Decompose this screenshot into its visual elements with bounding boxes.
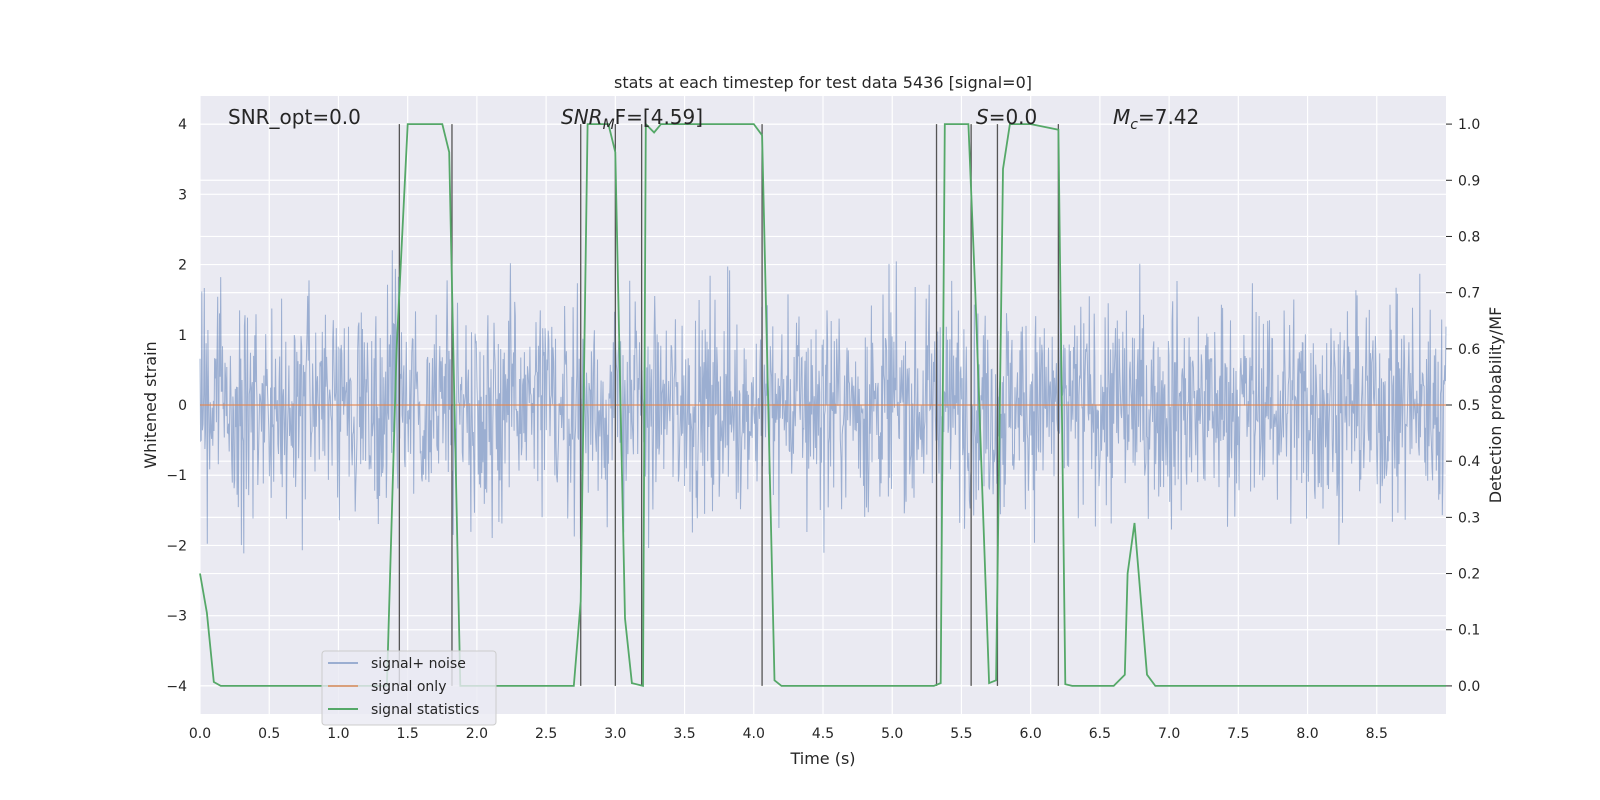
y2-tick-label: 0.2 xyxy=(1458,567,1480,583)
x-tick-label: 5.0 xyxy=(881,726,903,742)
y-tick-label: 0 xyxy=(178,398,187,414)
annotation-s-rest: =0.0 xyxy=(989,105,1038,129)
y-tick-label: 3 xyxy=(178,187,187,203)
y-tick-label: −4 xyxy=(166,679,187,695)
legend-label-statistics: signal statistics xyxy=(371,702,479,718)
annotation-snr-opt: SNR_opt=0.0 xyxy=(228,105,361,129)
x-tick-label: 5.5 xyxy=(950,726,972,742)
annotation-mc-rest: =7.42 xyxy=(1138,105,1199,129)
y-tick-labels: 4 3 2 1 0 −1 −2 −3 −4 xyxy=(166,117,187,695)
y2-tick-labels: 1.0 0.9 0.8 0.7 0.6 0.5 0.4 0.3 0.2 0.1 0.0 xyxy=(1446,117,1480,695)
y2-tick-label: 0.5 xyxy=(1458,398,1480,414)
statistics-series xyxy=(199,121,1446,688)
x-tick-label: 7.0 xyxy=(1158,726,1180,742)
y-tick-label: −3 xyxy=(166,609,187,625)
annotation-s-italic: S xyxy=(976,105,989,129)
y-tick-label: 1 xyxy=(178,328,187,344)
y2-tick-label: 0.4 xyxy=(1458,454,1480,470)
legend: signal+ noise signal only signal statist… xyxy=(321,650,497,726)
x-tick-label: 2.0 xyxy=(466,726,488,742)
x-tick-label: 7.5 xyxy=(1227,726,1249,742)
x-tick-label: 3.0 xyxy=(604,726,626,742)
x-tick-label: 0.5 xyxy=(258,726,280,742)
annotation-snr-mf-main: SNR xyxy=(561,105,603,129)
annotation-mc: Mc=7.42 xyxy=(1113,105,1199,133)
x-tick-label: 1.0 xyxy=(327,726,349,742)
y-tick-label: 4 xyxy=(178,117,187,133)
x-tick-label: 6.5 xyxy=(1089,726,1111,742)
noise-trace xyxy=(199,250,1447,560)
y2-tick-label: 0.1 xyxy=(1458,623,1480,639)
noise-series xyxy=(199,250,1447,560)
y2-tick-label: 0.8 xyxy=(1458,229,1480,245)
x-tick-label: 1.5 xyxy=(397,726,419,742)
x-tick-labels: 0.0 0.5 1.0 1.5 2.0 2.5 3.0 3.5 4.0 4.5 5.0 5.5 6.0 6… xyxy=(189,726,1388,742)
x-tick-label: 8.5 xyxy=(1366,726,1388,742)
y-tick-label: −1 xyxy=(166,468,187,484)
x-tick-label: 2.5 xyxy=(535,726,557,742)
y2-tick-label: 1.0 xyxy=(1458,117,1480,133)
y2-tick-label: 0.7 xyxy=(1458,286,1480,302)
y-tick-label: −2 xyxy=(166,538,187,554)
annotation-snr-mf-rest: F=[4.59] xyxy=(615,105,703,129)
y2-tick-label: 0.6 xyxy=(1458,342,1480,358)
legend-label-signal-only: signal only xyxy=(371,679,446,695)
annotation-s: S=0.0 xyxy=(976,105,1037,129)
y-axis-label: Whitened strain xyxy=(141,341,160,468)
x-tick-label: 4.0 xyxy=(743,726,765,742)
chart-title: stats at each timestep for test data 543… xyxy=(614,73,1032,92)
statistics-trace xyxy=(199,121,1446,688)
x-tick-label: 0.0 xyxy=(189,726,211,742)
legend-label-noise: signal+ noise xyxy=(371,656,466,672)
annotation-snr-mf: SNRMF=[4.59] xyxy=(561,105,703,133)
annotation-snr-mf-sub: M xyxy=(603,117,615,133)
x-tick-label: 6.0 xyxy=(1020,726,1042,742)
x-axis-label: Time (s) xyxy=(789,749,855,768)
annotation-mc-main: M xyxy=(1113,105,1130,129)
y2-tick-label: 0.9 xyxy=(1458,173,1480,189)
y-tick-label: 2 xyxy=(178,258,187,274)
y2-tick-label: 0.3 xyxy=(1458,510,1480,526)
annotation-mc-sub: c xyxy=(1130,117,1138,133)
y2-axis-label: Detection probability/MF xyxy=(1486,307,1505,504)
x-tick-label: 8.0 xyxy=(1296,726,1318,742)
x-tick-label: 4.5 xyxy=(812,726,834,742)
x-tick-label: 3.5 xyxy=(673,726,695,742)
legend-box xyxy=(321,650,497,726)
y2-tick-label: 0.0 xyxy=(1458,679,1480,695)
